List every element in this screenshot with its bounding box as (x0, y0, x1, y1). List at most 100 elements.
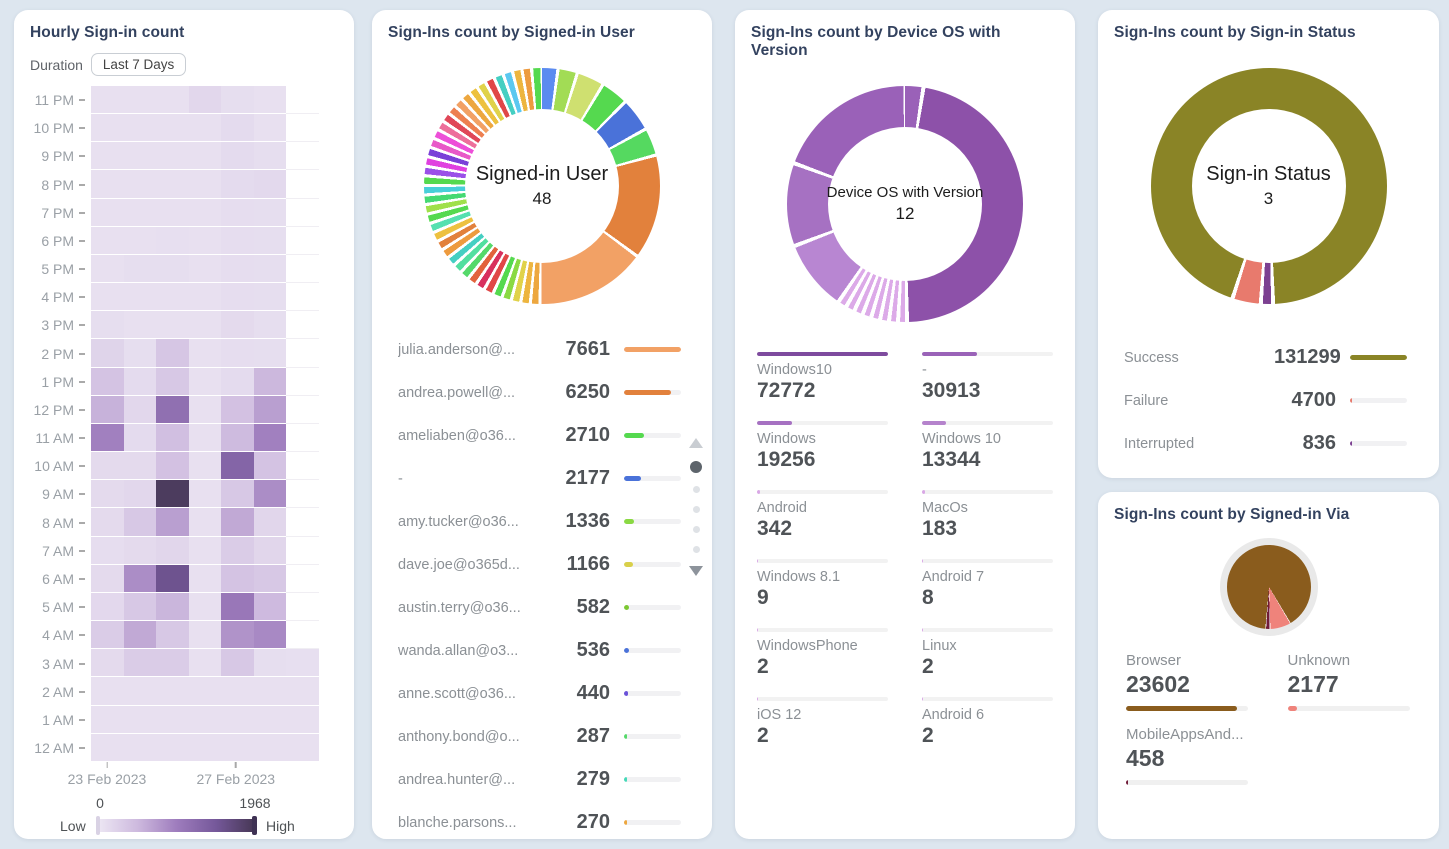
heatmap-cell[interactable] (91, 508, 124, 537)
donut-chart-device-os[interactable]: Device OS with Version 12 (787, 86, 1023, 322)
pager-down-arrow-icon[interactable] (689, 566, 703, 576)
heatmap-cell[interactable] (188, 86, 222, 115)
heatmap-cell[interactable] (123, 226, 157, 255)
heatmap-cell[interactable] (156, 86, 189, 115)
heatmap-cell[interactable] (123, 508, 157, 537)
heatmap-cell[interactable] (123, 423, 157, 453)
heatmap-cell[interactable] (91, 367, 124, 396)
heatmap-cell[interactable] (123, 733, 157, 762)
status-row[interactable]: Failure 4700 (1114, 379, 1423, 422)
heatmap-cell[interactable] (156, 198, 189, 227)
heatmap-cell[interactable] (123, 367, 157, 396)
heatmap-cell[interactable] (123, 114, 157, 143)
heatmap-cell[interactable] (188, 649, 222, 678)
heatmap-cell[interactable] (156, 705, 189, 734)
heatmap-cell[interactable] (286, 396, 319, 424)
pie-chart-signed-in-via[interactable] (1219, 538, 1318, 636)
heatmap-cell[interactable] (156, 395, 189, 424)
heatmap-cell[interactable] (123, 254, 157, 284)
heatmap-cell[interactable] (286, 705, 319, 734)
heatmap-cell[interactable] (156, 114, 189, 143)
heatmap-cell[interactable] (188, 142, 222, 171)
donut-chart-signin-status[interactable]: Sign-in Status 3 (1150, 68, 1387, 304)
heatmap-cell[interactable] (286, 480, 319, 509)
device-os-item[interactable]: Windows10 72772 (757, 352, 888, 408)
heatmap-cell[interactable] (253, 536, 287, 565)
heatmap-cell[interactable] (188, 367, 222, 396)
heatmap-cell[interactable] (91, 226, 124, 255)
heatmap-cell[interactable] (253, 564, 287, 593)
heatmap-cell[interactable] (253, 283, 287, 312)
heatmap-cell[interactable] (188, 395, 222, 424)
heatmap-cell[interactable] (253, 86, 287, 115)
heatmap-cell[interactable] (253, 452, 287, 481)
heatmap-cell[interactable] (286, 593, 319, 622)
pager-dot[interactable] (690, 461, 702, 473)
heatmap-cell[interactable] (123, 621, 157, 650)
heatmap-cell[interactable] (123, 311, 157, 340)
legend-high-handle[interactable] (252, 816, 257, 835)
heatmap-cell[interactable] (221, 508, 254, 537)
heatmap-cell[interactable] (253, 170, 287, 199)
heatmap-cell[interactable] (221, 339, 254, 368)
device-os-item[interactable]: Windows 19256 (757, 421, 888, 477)
heatmap-cell[interactable] (286, 733, 319, 762)
pager-up-arrow-icon[interactable] (689, 438, 703, 448)
heatmap-cell[interactable] (91, 677, 124, 706)
heatmap-cell[interactable] (91, 311, 124, 340)
heatmap-cell[interactable] (286, 452, 319, 481)
heatmap-cell[interactable] (156, 452, 189, 481)
heatmap-cell[interactable] (123, 480, 157, 509)
heatmap-cell[interactable] (188, 170, 222, 199)
heatmap-cell[interactable] (188, 705, 222, 734)
heatmap-cell[interactable] (188, 677, 222, 706)
heatmap-cell[interactable] (156, 592, 189, 622)
heatmap-cell[interactable] (253, 423, 287, 453)
status-row[interactable]: Success 131299 (1114, 336, 1423, 379)
heatmap-cell[interactable] (253, 114, 287, 143)
heatmap-cell[interactable] (123, 536, 157, 565)
heatmap-cell[interactable] (253, 339, 287, 368)
pager-dot[interactable] (692, 546, 700, 553)
heatmap-cell[interactable] (91, 142, 124, 171)
heatmap-cell[interactable] (188, 423, 222, 453)
heatmap-cell[interactable] (221, 226, 254, 255)
heatmap-cell[interactable] (123, 86, 157, 115)
heatmap-cell[interactable] (91, 170, 124, 199)
heatmap-cell[interactable] (188, 621, 222, 650)
heatmap-cell[interactable] (253, 367, 287, 396)
device-os-item[interactable]: iOS 12 2 (757, 697, 888, 753)
heatmap-cell[interactable] (286, 649, 319, 678)
heatmap-cell[interactable] (156, 508, 189, 537)
heatmap-cell[interactable] (221, 395, 254, 424)
heatmap-cell[interactable] (221, 677, 254, 706)
heatmap-cell[interactable] (156, 564, 189, 593)
via-item[interactable]: Unknown 2177 (1287, 652, 1412, 716)
heatmap-cell[interactable] (188, 508, 222, 537)
heatmap-cell[interactable] (253, 705, 287, 734)
duration-selector[interactable]: Last 7 Days (90, 53, 187, 76)
heatmap-cell[interactable] (253, 395, 287, 424)
heatmap-cell[interactable] (188, 564, 222, 593)
heatmap-cell[interactable] (286, 368, 319, 396)
heatmap-cell[interactable] (188, 480, 222, 509)
heatmap-cell[interactable] (221, 283, 254, 312)
heatmap-cell[interactable] (286, 339, 319, 368)
heatmap-cell[interactable] (188, 198, 222, 227)
heatmap-cell[interactable] (286, 621, 319, 650)
heatmap-cell[interactable] (123, 339, 157, 368)
heatmap-cell[interactable] (156, 283, 189, 312)
heatmap-cell[interactable] (188, 283, 222, 312)
heatmap-cell[interactable] (286, 170, 319, 199)
user-row[interactable]: - 2177 (388, 457, 696, 500)
heatmap-cell[interactable] (188, 114, 222, 143)
heatmap-cell[interactable] (91, 254, 124, 284)
heatmap-cell[interactable] (221, 254, 254, 284)
heatmap-cell[interactable] (221, 114, 254, 143)
heatmap-cell[interactable] (123, 395, 157, 424)
heatmap-cell[interactable] (286, 311, 319, 340)
heatmap-cell[interactable] (221, 142, 254, 171)
heatmap-cell[interactable] (91, 114, 124, 143)
